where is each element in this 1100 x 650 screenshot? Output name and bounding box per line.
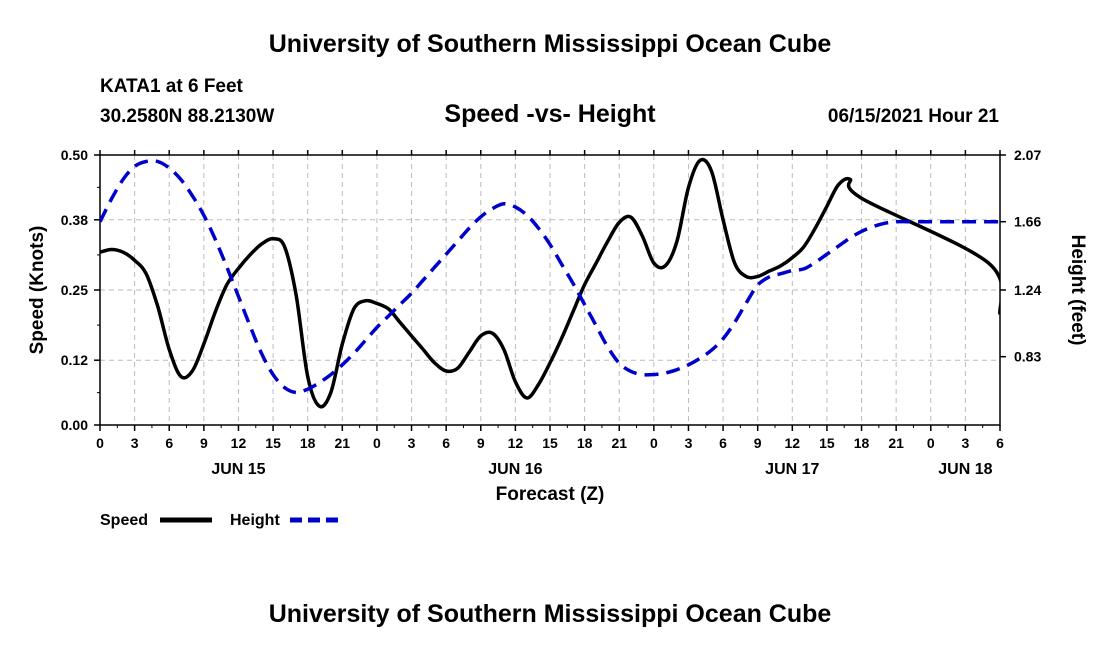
x-tick-label: 9 (477, 435, 485, 451)
x-date-label: JUN 16 (488, 461, 542, 478)
x-tick-label: 3 (961, 435, 969, 451)
x-tick-label: 0 (373, 435, 381, 451)
y-tick-label: 0.12 (61, 352, 88, 368)
y-tick-label: 0.38 (61, 212, 88, 228)
legend-label-speed: Speed (100, 512, 148, 529)
x-axis-title: Forecast (Z) (496, 484, 605, 505)
y-tick-label: 0.50 (61, 147, 88, 163)
x-tick-label: 0 (650, 435, 658, 451)
plot-frame (99, 154, 1001, 426)
x-tick-label: 12 (785, 435, 801, 451)
x-date-label: JUN 17 (765, 461, 819, 478)
x-tick-label: 18 (577, 435, 593, 451)
x-tick-label: 6 (442, 435, 450, 451)
x-tick-label: 18 (854, 435, 870, 451)
series-line-height (100, 159, 1000, 395)
x-tick-label: 3 (685, 435, 693, 451)
x-tick-label: 15 (542, 435, 558, 451)
y-right-axis-title: Height (feet) (1067, 235, 1088, 346)
x-tick-label: 3 (408, 435, 416, 451)
y-tick-label: 0.00 (61, 417, 88, 433)
station-coordinates: 30.2580N 88.2130W (100, 106, 275, 127)
x-tick-label: 12 (231, 435, 247, 451)
x-tick-label: 6 (719, 435, 727, 451)
x-tick-label: 15 (265, 435, 281, 451)
x-tick-label: 21 (335, 435, 351, 451)
x-tick-label: 15 (819, 435, 835, 451)
chart-subtitle: Speed -vs- Height (444, 100, 656, 128)
y-right-tick-label: 0.83 (1014, 349, 1041, 365)
top-title: University of Southern Mississippi Ocean… (268, 30, 832, 58)
y-right-tick-label: 1.24 (1014, 282, 1041, 298)
x-tick-label: 18 (300, 435, 316, 451)
forecast-datetime: 06/15/2021 Hour 21 (827, 106, 999, 127)
series-line-speed (100, 157, 1000, 409)
x-tick-label: 21 (888, 435, 904, 451)
x-date-label: JUN 15 (211, 461, 265, 478)
x-date-label: JUN 18 (938, 461, 992, 478)
bottom-title: University of Southern Mississippi Ocean… (268, 600, 832, 628)
x-tick-label: 3 (131, 435, 139, 451)
legend-label-height: Height (230, 512, 280, 529)
x-tick-label: 0 (927, 435, 935, 451)
y-axis-title: Speed (Knots) (27, 226, 48, 355)
y-right-tick-label: 2.07 (1014, 147, 1041, 163)
x-tick-label: 9 (200, 435, 208, 451)
y-right-tick-label: 1.66 (1014, 214, 1041, 230)
x-tick-label: 21 (611, 435, 627, 451)
station-name: KATA1 at 6 Feet (100, 76, 243, 97)
x-tick-label: 9 (754, 435, 762, 451)
x-tick-label: 0 (96, 435, 104, 451)
x-tick-label: 12 (508, 435, 524, 451)
x-tick-label: 6 (165, 435, 173, 451)
y-tick-label: 0.25 (61, 282, 88, 298)
x-tick-label: 6 (996, 435, 1004, 451)
